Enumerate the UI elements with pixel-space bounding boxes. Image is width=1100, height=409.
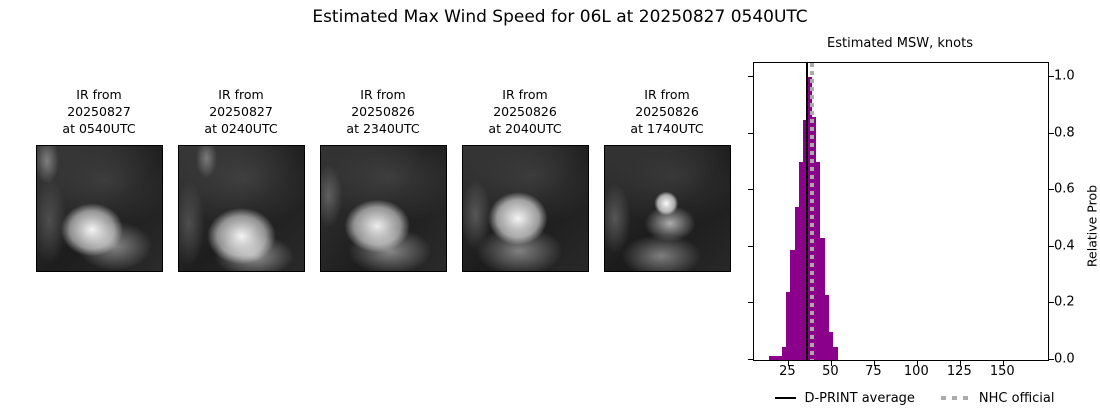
solid-line-swatch xyxy=(775,397,797,399)
y-tick-label: 0.8 xyxy=(1054,125,1075,141)
ir-panel-2: IR from 20250827 at 0240UTC xyxy=(178,86,305,272)
histogram-bar xyxy=(824,294,829,360)
dotted-line-swatch xyxy=(940,396,971,400)
ir-label-line: at 2040UTC xyxy=(488,121,562,136)
ir-label-line: at 0240UTC xyxy=(204,121,278,136)
histogram-bar xyxy=(828,331,834,360)
legend-label-dprint-average: D-PRINT average xyxy=(804,390,915,406)
x-tick xyxy=(788,361,790,366)
histogram-bar xyxy=(790,249,795,360)
histogram-bar xyxy=(803,119,808,360)
ir-panel-2-label: IR from 20250827 at 0240UTC xyxy=(178,86,304,137)
x-tick-label: 25 xyxy=(779,364,796,379)
nhc-official-line xyxy=(810,63,815,360)
ir-panel-4: IR from 20250826 at 2040UTC xyxy=(462,86,589,272)
histogram-bar xyxy=(798,162,804,360)
ir-label-line: 20250826 xyxy=(635,104,699,119)
legend-item-dprint-average: D-PRINT average xyxy=(775,390,915,406)
histogram-bar xyxy=(777,355,782,360)
ir-label-line: at 1740UTC xyxy=(630,121,704,136)
ir-panel-5-label: IR from 20250826 at 1740UTC xyxy=(604,86,730,137)
ir-label-line: IR from xyxy=(644,87,690,102)
y-tick-label: 0.4 xyxy=(1054,238,1075,254)
histogram-bar xyxy=(816,162,821,360)
y-tick-left xyxy=(748,189,753,191)
y-tick-label: 0.0 xyxy=(1054,351,1075,367)
x-tick xyxy=(831,361,833,366)
ir-panel-4-label: IR from 20250826 at 2040UTC xyxy=(462,86,588,137)
ir-satellite-image-3 xyxy=(320,145,447,272)
y-tick-label: 0.6 xyxy=(1054,181,1075,197)
y-tick-right xyxy=(1049,76,1054,78)
y-tick-right xyxy=(1049,245,1054,247)
ir-satellite-image-1 xyxy=(36,145,163,272)
x-tick-label: 50 xyxy=(822,364,839,379)
histogram-bar xyxy=(794,207,799,360)
d-print-average-line xyxy=(806,63,809,360)
x-tick xyxy=(1003,361,1005,366)
ir-label-line: IR from xyxy=(76,87,122,102)
ir-panel-3: IR from 20250826 at 2340UTC xyxy=(320,86,447,272)
chart-legend: D-PRINT average NHC official xyxy=(740,388,1090,408)
ir-satellite-image-2 xyxy=(178,145,305,272)
histogram-bar xyxy=(773,355,778,360)
x-tick xyxy=(960,361,962,366)
figure-title: Estimated Max Wind Speed for 06L at 2025… xyxy=(312,7,808,27)
y-tick-right xyxy=(1049,189,1054,191)
ir-satellite-image-4 xyxy=(462,145,589,272)
legend-item-nhc-official: NHC official xyxy=(940,390,1055,406)
histogram-bar xyxy=(820,238,825,360)
y-tick-right xyxy=(1049,132,1054,134)
ir-satellite-image-5 xyxy=(604,145,731,272)
y-tick-right xyxy=(1049,302,1054,304)
ir-panel-1-label: IR from 20250827 at 0540UTC xyxy=(36,86,162,137)
x-tick xyxy=(917,361,919,366)
y-tick-right xyxy=(1049,359,1054,360)
plot-area xyxy=(748,62,1054,366)
histogram-bar xyxy=(807,77,812,360)
ir-label-line: 20250826 xyxy=(351,104,415,119)
y-tick-left xyxy=(748,359,753,360)
ir-panel-5: IR from 20250826 at 1740UTC xyxy=(604,86,731,272)
ir-panel-1: IR from 20250827 at 0540UTC xyxy=(36,86,163,272)
histogram-bar xyxy=(785,292,791,360)
chart-title: Estimated MSW, knots xyxy=(827,36,973,51)
x-tick-label: 100 xyxy=(903,364,929,379)
y-tick-left xyxy=(748,132,753,134)
x-tick-labels: 25 50 75 100 125 150 xyxy=(753,364,1047,380)
x-tick-label: 75 xyxy=(865,364,882,379)
x-tick xyxy=(874,361,876,366)
ir-label-line: 20250827 xyxy=(67,104,131,119)
ir-label-line: 20250827 xyxy=(209,104,273,119)
histogram-bar xyxy=(781,347,786,360)
x-tick-label: 150 xyxy=(989,364,1015,379)
y-tick-left xyxy=(748,76,753,78)
ir-label-line: at 0540UTC xyxy=(62,121,136,136)
ir-panel-3-label: IR from 20250826 at 2340UTC xyxy=(320,86,446,137)
ir-label-line: IR from xyxy=(502,87,548,102)
y-tick-left xyxy=(748,302,753,304)
y-tick-left xyxy=(748,245,753,247)
histogram-bar xyxy=(833,347,838,360)
histogram-bar xyxy=(768,355,774,360)
legend-label-nhc-official: NHC official xyxy=(978,390,1055,406)
ir-label-line: IR from xyxy=(218,87,264,102)
y-tick-labels: 0.0 0.2 0.4 0.6 0.8 1.0 xyxy=(1054,62,1088,367)
ir-label-line: 20250826 xyxy=(493,104,557,119)
x-tick-label: 125 xyxy=(946,364,972,379)
y-tick-label: 1.0 xyxy=(1054,68,1075,84)
ir-label-line: at 2340UTC xyxy=(346,121,420,136)
y-axis-label: Relative Prob xyxy=(1084,184,1100,268)
y-tick-label: 0.2 xyxy=(1054,294,1075,310)
ir-label-line: IR from xyxy=(360,87,406,102)
